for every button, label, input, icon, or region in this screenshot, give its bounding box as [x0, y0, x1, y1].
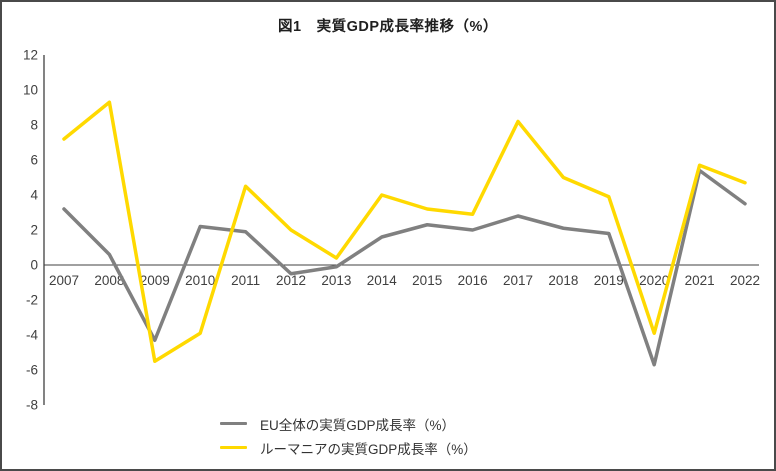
y-tick-label--2: -2: [26, 293, 38, 308]
legend-label-romania: ルーマニアの実質GDP成長率（%）: [260, 441, 477, 457]
legend-swatch-romania: [220, 445, 247, 450]
y-tick-label--6: -6: [26, 363, 38, 378]
y-tick-label-0: 0: [30, 258, 38, 273]
chart-title: 図1 実質GDP成長率推移（%）: [278, 19, 498, 35]
legend: EU全体の実質GDP成長率（%） ルーマニアの実質GDP成長率（%）: [220, 415, 477, 457]
x-tick-label-2014: 2014: [367, 273, 398, 288]
y-tick-label-10: 10: [23, 83, 38, 98]
x-tick-label-2016: 2016: [458, 273, 488, 288]
x-tick-label-2017: 2017: [503, 273, 533, 288]
legend-label-eu: EU全体の実質GDP成長率（%）: [260, 417, 456, 433]
legend-item-eu: EU全体の実質GDP成長率（%）: [220, 415, 477, 433]
x-tick-label-2011: 2011: [231, 273, 260, 288]
y-tick-label--8: -8: [26, 398, 38, 413]
y-tick-label-6: 6: [30, 153, 38, 168]
x-tick-label-2018: 2018: [548, 273, 578, 288]
x-tick-label-2013: 2013: [321, 273, 351, 288]
x-tick-label-2010: 2010: [185, 273, 215, 288]
series-line-eu: [62, 168, 747, 367]
x-tick-label-2009: 2009: [140, 273, 170, 288]
y-tick-label--4: -4: [26, 328, 38, 343]
y-tick-label-2: 2: [30, 223, 38, 238]
x-tick-label-2019: 2019: [594, 273, 624, 288]
y-tick-label-4: 4: [30, 188, 38, 203]
x-tick-label-2022: 2022: [730, 273, 760, 288]
legend-swatch-eu: [220, 421, 247, 426]
y-tick-label-12: 12: [23, 48, 38, 63]
x-tick-label-2021: 2021: [685, 273, 715, 288]
x-tick-label-2007: 2007: [49, 273, 79, 288]
y-tick-label-8: 8: [30, 118, 38, 133]
x-tick-label-2015: 2015: [412, 273, 442, 288]
x-tick-label-2020: 2020: [639, 273, 669, 288]
x-tick-label-2008: 2008: [94, 273, 124, 288]
series-line-romania: [62, 100, 747, 363]
legend-item-romania: ルーマニアの実質GDP成長率（%）: [220, 439, 477, 457]
x-tick-label-2012: 2012: [276, 273, 306, 288]
